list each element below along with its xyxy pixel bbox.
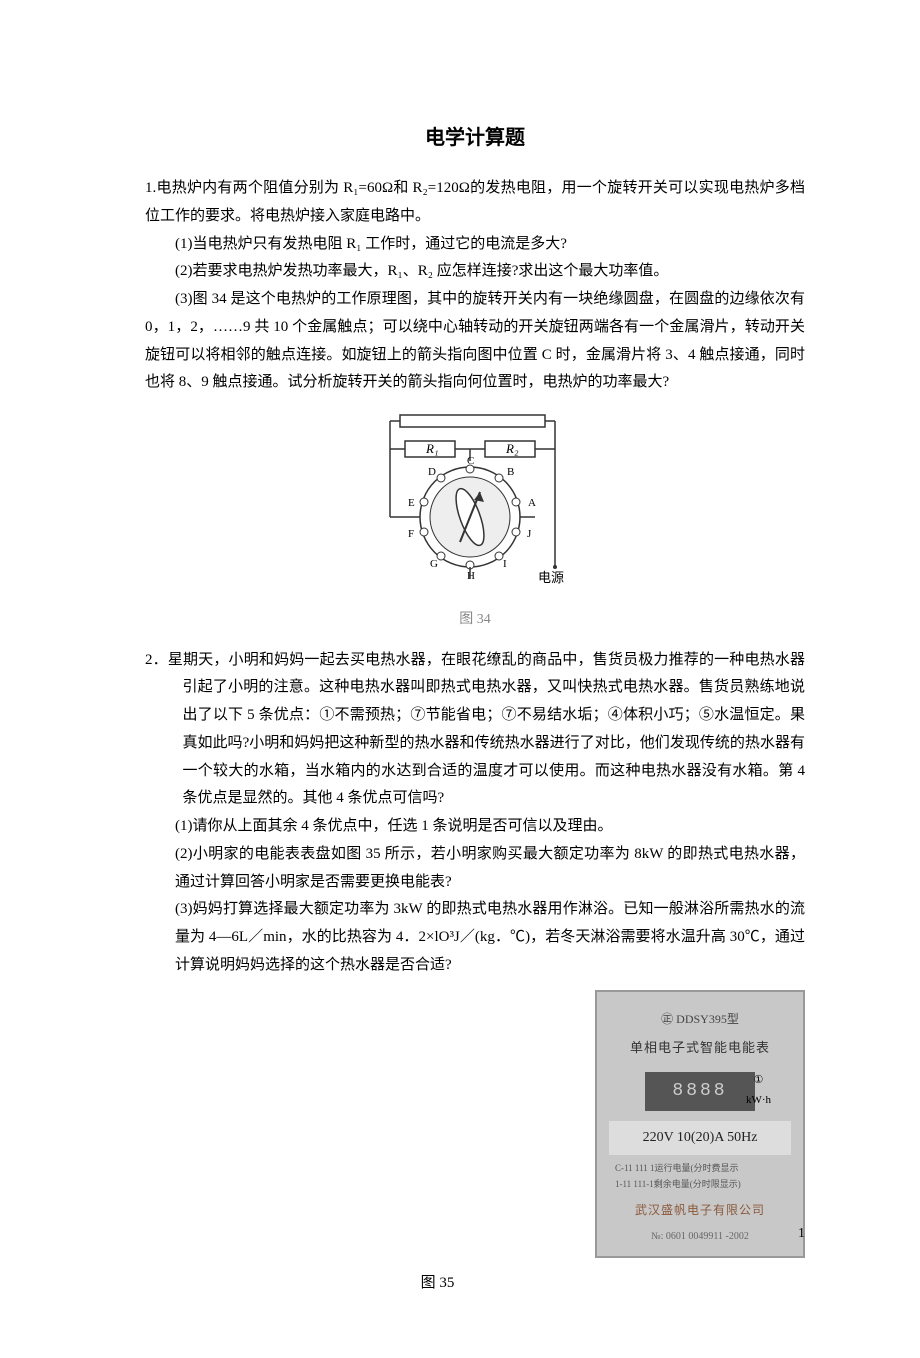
svg-text:E: E — [408, 497, 415, 509]
r1-label: R₁ — [425, 441, 438, 456]
svg-text:H: H — [467, 570, 475, 582]
problem-2-q3-text: (3)妈妈打算选择最大额定功率为 3kW 的即热式电热水器用作淋浴。已知一般淋浴… — [175, 901, 805, 973]
meter-line1: C-11 111 1运行电量(分时费显示 — [609, 1161, 791, 1177]
meter-model: ㊣ DDSY395型 — [609, 1008, 791, 1030]
document-title: 电学计算题 — [145, 120, 805, 157]
page-number: 1 — [798, 1221, 805, 1247]
figure-35: ㊣ DDSY395型 单相电子式智能电能表 8888 ① kW·h 220V 1… — [145, 990, 805, 1298]
meter-serial: №: 0601 0049911 -2002 — [609, 1228, 791, 1247]
svg-text:C: C — [467, 455, 474, 467]
svg-text:G: G — [430, 558, 438, 570]
problem-2-q1: (1)请你从上面其余 4 条优点中，任选 1 条说明是否可信以及理由。 — [145, 813, 805, 841]
meter-spec: 220V 10(20)A 50Hz — [609, 1121, 791, 1155]
figure-34-diagram: R₁ R₂ A B C D E F G — [370, 407, 580, 592]
problem-2-q2-text: (2)小明家的电能表表盘如图 35 所示，若小明家购买最大额定功率为 8kW 的… — [175, 846, 805, 890]
figure-34-caption: 图 34 — [145, 607, 805, 633]
problem-2-intro: 2．星期天，小明和妈妈一起去买电热水器，在眼花缭乱的商品中，售货员极力推荐的一种… — [145, 647, 805, 814]
power-label: 电源 — [538, 570, 564, 585]
figure-34: R₁ R₂ A B C D E F G — [145, 407, 805, 633]
meter-company: 武汉盛帆电子有限公司 — [609, 1196, 791, 1224]
energy-meter: ㊣ DDSY395型 单相电子式智能电能表 8888 ① kW·h 220V 1… — [595, 990, 805, 1258]
r2-label: R₂ — [505, 441, 519, 456]
problem-1-q1: (1)当电热炉只有发热电阻 R₁ 工作时，通过它的电流是多大? — [145, 231, 805, 259]
meter-line2: 1-11 111-1剩余电量(分时限显示) — [609, 1177, 791, 1193]
problem-2-q3: (3)妈妈打算选择最大额定功率为 3kW 的即热式电热水器用作淋浴。已知一般淋浴… — [145, 896, 805, 979]
meter-title: 单相电子式智能电能表 — [609, 1034, 791, 1062]
svg-text:B: B — [507, 466, 514, 478]
svg-text:F: F — [408, 528, 414, 540]
problem-2: 2．星期天，小明和妈妈一起去买电热水器，在眼花缭乱的商品中，售货员极力推荐的一种… — [145, 647, 805, 980]
meter-unit: ① kW·h — [746, 1070, 771, 1111]
problem-1-q2: (2)若要求电热炉发热功率最大，R₁、R₂ 应怎样连接?求出这个最大功率值。 — [145, 258, 805, 286]
problem-1-intro: 1.电热炉内有两个阻值分别为 R₁=60Ω和 R₂=120Ω的发热电阻，用一个旋… — [145, 175, 805, 231]
figure-35-caption: 图 35 — [145, 1270, 805, 1298]
problem-1: 1.电热炉内有两个阻值分别为 R₁=60Ω和 R₂=120Ω的发热电阻，用一个旋… — [145, 175, 805, 397]
svg-text:J: J — [527, 528, 532, 540]
svg-text:D: D — [428, 466, 436, 478]
svg-text:I: I — [503, 558, 507, 570]
meter-display: 8888 — [645, 1072, 755, 1111]
svg-text:A: A — [528, 497, 536, 509]
problem-2-q2: (2)小明家的电能表表盘如图 35 所示，若小明家购买最大额定功率为 8kW 的… — [145, 841, 805, 897]
problem-1-q3: (3)图 34 是这个电热炉的工作原理图，其中的旋转开关内有一块绝缘圆盘，在圆盘… — [145, 286, 805, 397]
